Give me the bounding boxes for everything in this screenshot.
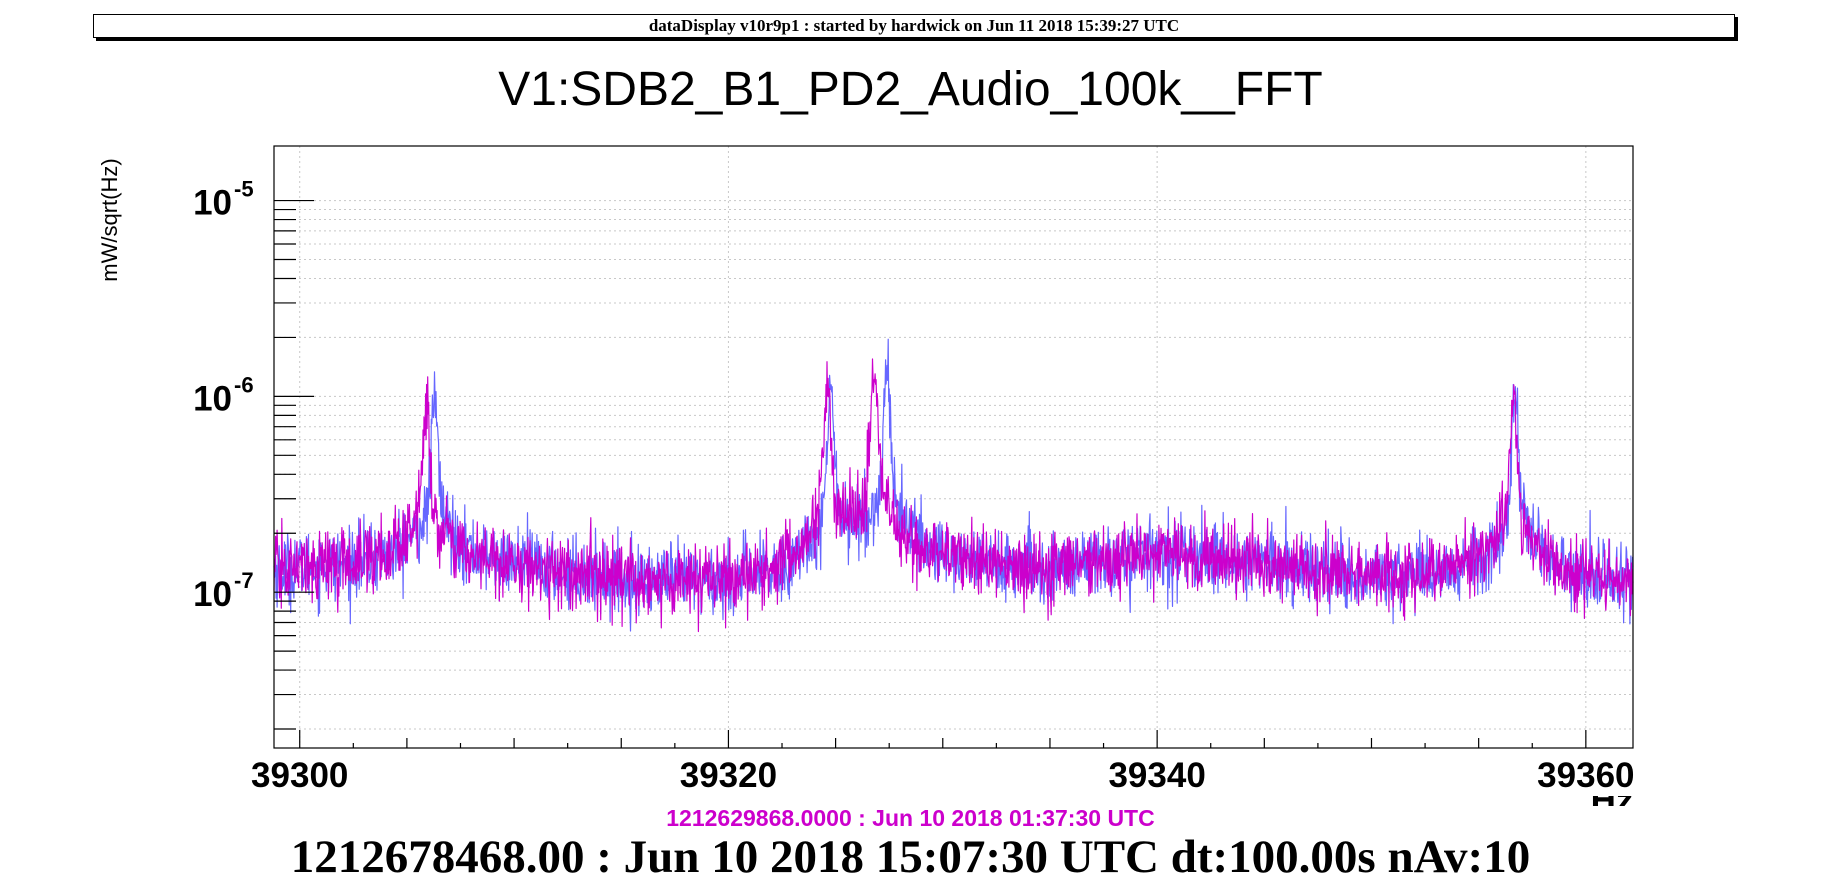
y-tick-exponent: -6 [234, 372, 254, 397]
main-time: 1212678468.00 : Jun 10 2018 15:07:30 UTC… [290, 831, 1531, 883]
y-tick-label: 10 [193, 184, 232, 223]
plot-frame [273, 145, 1634, 749]
series-line [273, 338, 1634, 632]
y-tick-label: 10 [193, 575, 232, 614]
y-tick-label: 10 [193, 379, 232, 418]
chart-title: V1:SDB2_B1_PD2_Audio_100k__FFT [498, 63, 1323, 116]
x-axis-label: Hz [1591, 781, 1634, 820]
x-tick-label: 39340 [1108, 756, 1205, 795]
header-box: dataDisplay v10r9p1 : started by hardwic… [93, 14, 1735, 38]
axes [273, 145, 1634, 749]
reference-time: 1212629868.0000 : Jun 10 2018 01:37:30 U… [666, 805, 1155, 831]
header-text: dataDisplay v10r9p1 : started by hardwic… [648, 16, 1180, 35]
grid [274, 146, 1633, 748]
y-tick-exponent: -5 [234, 177, 254, 202]
x-tick-label: 39360 [1537, 756, 1634, 795]
y-tick-exponent: -7 [234, 568, 254, 593]
series-line [273, 358, 1634, 633]
series-layer [273, 338, 1634, 633]
x-tick-label: 39320 [680, 756, 777, 795]
x-tick-label: 39300 [251, 756, 348, 795]
